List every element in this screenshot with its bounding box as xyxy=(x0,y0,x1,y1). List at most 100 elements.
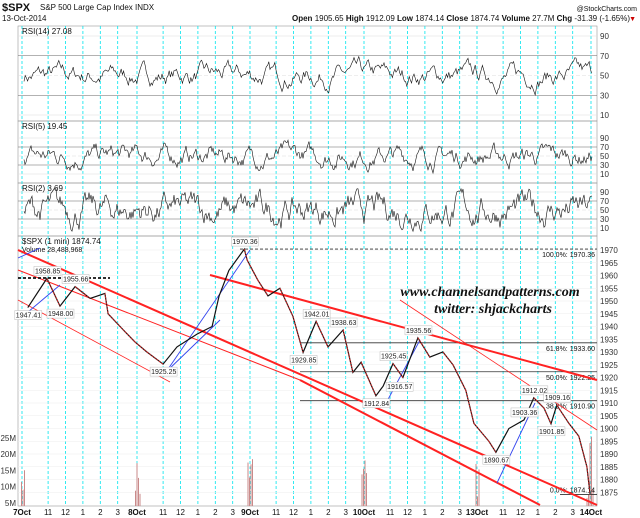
x-tick-day: 7Oct xyxy=(13,508,31,517)
price-annotation-box xyxy=(379,351,408,361)
price-down-segment xyxy=(124,331,136,343)
price-axis-tick: 1965 xyxy=(600,259,618,268)
price-axis-tick: 1880 xyxy=(600,476,618,485)
volume-bar xyxy=(138,477,139,506)
x-tick-hour: 3 xyxy=(457,508,462,517)
price-down-segment xyxy=(442,351,454,366)
price-down-segment xyxy=(360,361,377,396)
price-annotation: 1958.85 xyxy=(35,268,60,275)
channel-line xyxy=(399,299,598,431)
price-annotation-box xyxy=(543,392,571,403)
price-annotation-box xyxy=(46,308,75,319)
price-down-segment xyxy=(342,329,354,373)
price-down-segment xyxy=(533,397,545,409)
x-tick-hour: 2 xyxy=(98,508,103,517)
price-down-segment xyxy=(292,316,304,353)
price-annotation-box xyxy=(149,366,178,377)
volume-bar xyxy=(250,464,252,506)
rsi-axis-tick: 90 xyxy=(600,32,609,41)
fib-label: 50.0%: 1922.25 xyxy=(546,375,595,382)
price-annotation: 1970.36 xyxy=(232,239,257,246)
price-annotation: 1890.67 xyxy=(484,457,509,464)
x-tick-hour: 3 xyxy=(115,508,120,517)
price-axis-tick: 1890 xyxy=(600,450,618,459)
price-annotation: 1925.25 xyxy=(151,369,176,376)
volume-bar xyxy=(139,493,141,506)
price-legend: $SPX (1 min) 1874.74 xyxy=(22,237,101,246)
rsi-line-2 xyxy=(23,187,593,233)
price-annotation: 1912.02 xyxy=(522,388,547,395)
x-tick-hour: 1 xyxy=(423,508,428,517)
volume-axis-tick: 15M xyxy=(0,466,16,475)
fib-label: 38.2%: 1910.90 xyxy=(546,404,595,411)
price-annotation-box xyxy=(33,266,62,276)
price-down-segment xyxy=(146,351,164,365)
volume-axis-tick: 10M xyxy=(0,483,16,492)
volume-bar xyxy=(591,436,592,506)
x-tick-hour: 1 xyxy=(196,508,201,517)
volume-bar xyxy=(477,496,478,506)
price-axis-tick: 1970 xyxy=(600,246,618,255)
price-down-segment xyxy=(107,313,126,332)
x-tick-hour: 2 xyxy=(326,508,331,517)
price-down-segment xyxy=(243,248,248,261)
x-tick-hour: 11 xyxy=(499,508,508,517)
rsi-legend: RSI(5) 19.45 xyxy=(22,122,68,131)
price-annotation: 1947.41 xyxy=(16,313,41,320)
price-line xyxy=(27,247,591,495)
rsi-legend: RSI(2) 3.69 xyxy=(22,184,63,193)
symbol: $SPX xyxy=(2,2,31,14)
price-axis-tick: 1905 xyxy=(600,412,618,421)
security-name: S&P 500 Large Cap Index INDX xyxy=(40,3,155,12)
rsi-line-1 xyxy=(23,139,593,175)
x-tick-hour: 12 xyxy=(176,508,185,517)
rsi-axis-tick: 50 xyxy=(600,72,609,81)
rsi-axis-tick: 70 xyxy=(600,197,609,206)
volume-bar xyxy=(361,474,363,506)
x-tick-hour: 2 xyxy=(440,508,445,517)
price-annotation-box xyxy=(520,385,549,396)
price-axis-tick: 1885 xyxy=(600,463,618,472)
fib-label: 100.0%: 1970.36 xyxy=(542,252,595,259)
price-annotation-box xyxy=(329,317,358,328)
price-annotation: 1909.16 xyxy=(545,395,570,402)
rsi-line-0 xyxy=(23,55,592,97)
price-annotation-box xyxy=(14,310,43,320)
x-tick-hour: 12 xyxy=(289,508,298,517)
price-down-segment xyxy=(465,390,475,424)
x-tick-hour: 12 xyxy=(403,508,412,517)
rsi-axis-tick: 10 xyxy=(600,224,609,233)
trend-line xyxy=(165,319,221,373)
price-down-segment xyxy=(473,423,490,442)
x-tick-hour: 3 xyxy=(570,508,575,517)
rsi-axis-tick: 10 xyxy=(600,111,609,120)
volume-bar xyxy=(22,489,24,506)
price-annotation-box xyxy=(302,309,331,319)
price-annotation-box xyxy=(231,236,259,247)
price-axis-tick: 1920 xyxy=(600,374,618,383)
chart-date: 13-Oct-2014 xyxy=(2,14,47,23)
down-arrow-icon: ▼ xyxy=(629,16,636,23)
volume-axis-tick: 20M xyxy=(0,450,16,459)
x-tick-day: 8Oct xyxy=(128,508,146,517)
x-tick-hour: 2 xyxy=(213,508,218,517)
price-axis-tick: 1930 xyxy=(600,348,618,357)
volume-bar xyxy=(592,489,594,506)
price-axis-tick: 1960 xyxy=(600,272,618,281)
price-axis-tick: 1915 xyxy=(600,386,618,395)
price-annotation: 1955.66 xyxy=(63,277,88,284)
rsi-axis-tick: 30 xyxy=(600,91,609,100)
price-axis-tick: 1875 xyxy=(600,488,618,497)
price-axis-tick: 1925 xyxy=(600,361,618,370)
panel-frame xyxy=(17,235,598,507)
volume-bar xyxy=(586,497,588,506)
price-down-segment xyxy=(257,280,269,297)
price-axis-tick: 1945 xyxy=(600,310,618,319)
volume-bar xyxy=(366,473,367,506)
price-annotation-box xyxy=(482,455,511,465)
price-annotation: 1912.84 xyxy=(364,401,389,408)
price-annotation-box xyxy=(510,407,539,418)
rsi-axis-tick: 50 xyxy=(600,206,609,215)
trend-line xyxy=(27,284,61,313)
